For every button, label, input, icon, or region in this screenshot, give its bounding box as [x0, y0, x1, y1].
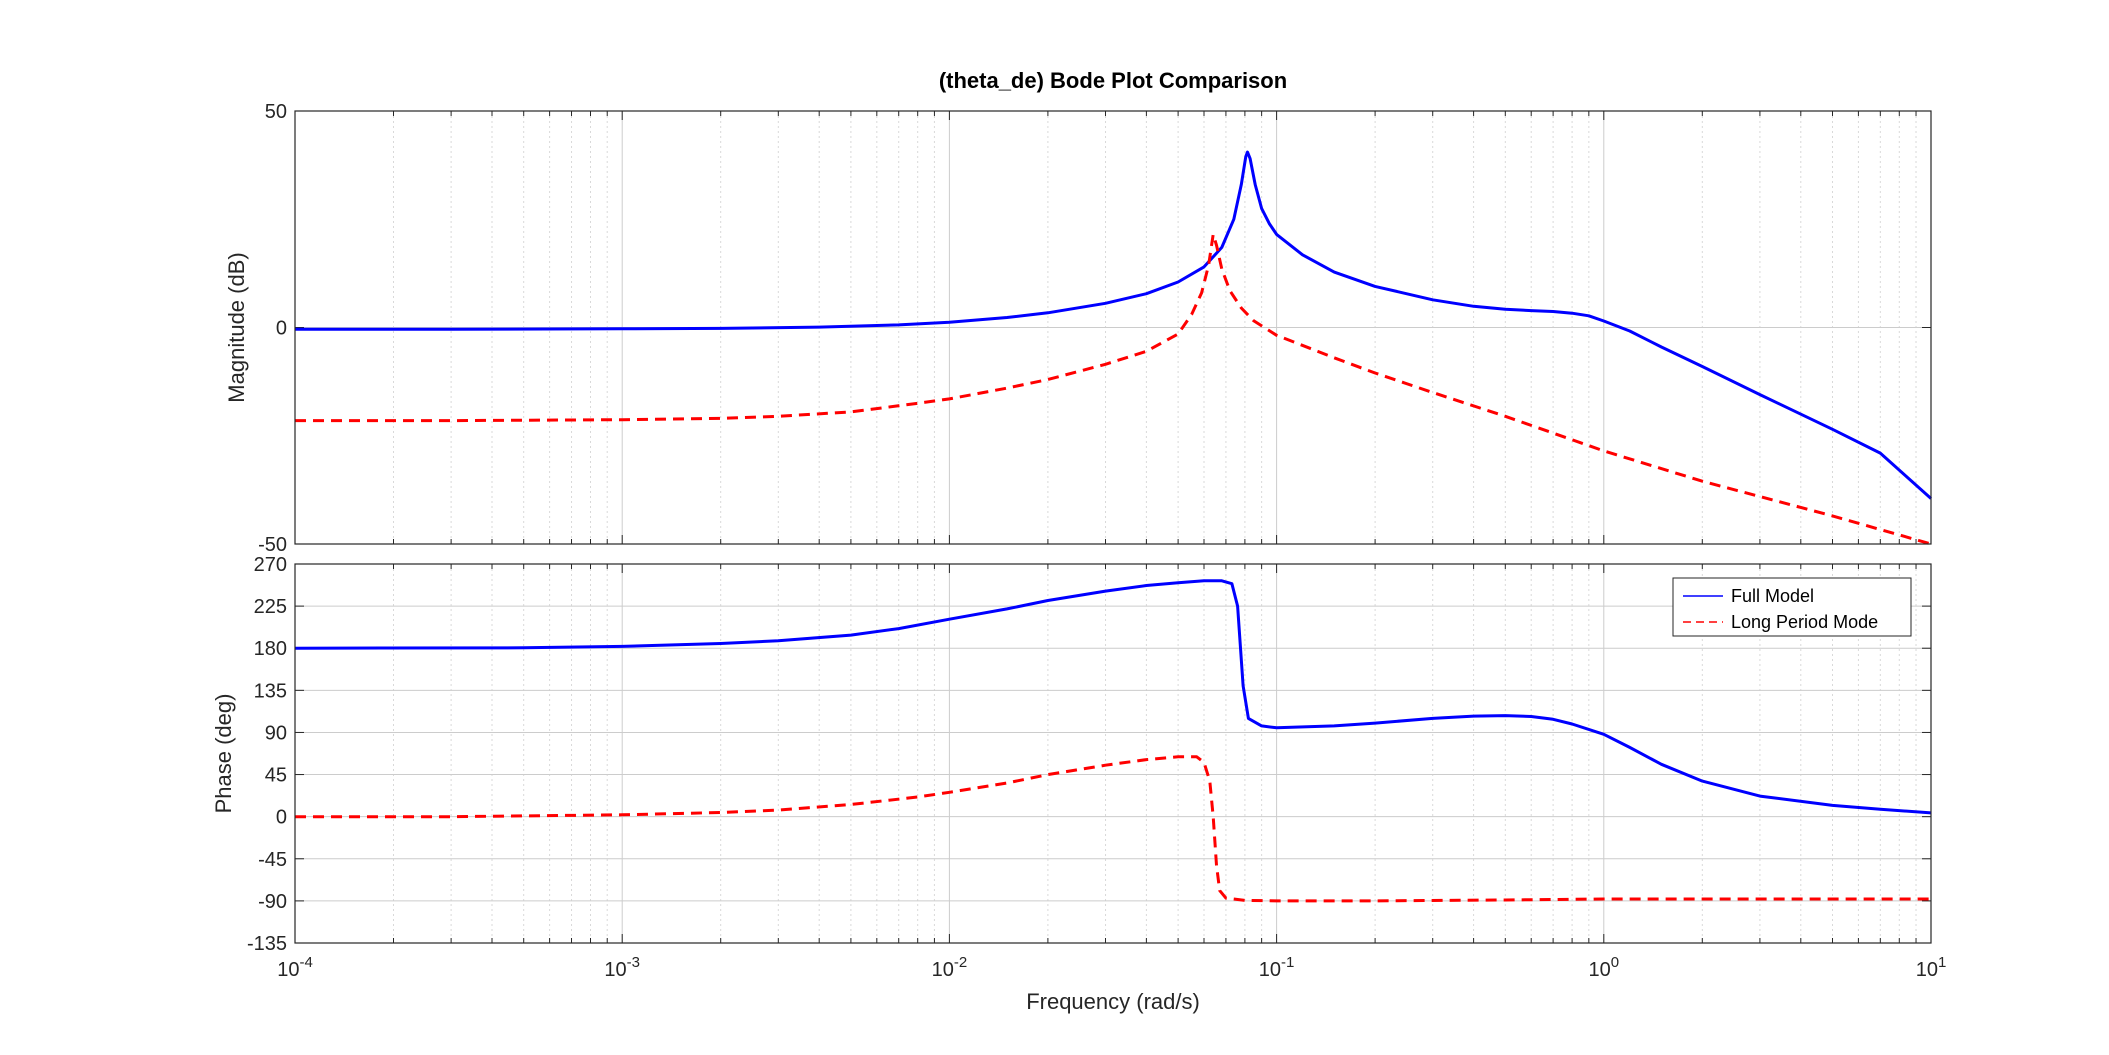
phase-y-tick-label: 270: [254, 554, 287, 576]
phase-y-tick-label: -90: [258, 891, 287, 913]
magnitude-series: [295, 150, 1933, 546]
phase-y-tick-label: -45: [258, 849, 287, 871]
magnitude-y-tick-label: 50: [265, 101, 287, 123]
legend-label-long-period-mode: Long Period Mode: [1731, 612, 1878, 632]
phase-series: [294, 579, 1932, 903]
phase-axes-box: [294, 563, 1932, 944]
x-tick-label: 10-3: [604, 954, 640, 981]
phase-series-long-period-mode: [295, 755, 1931, 903]
phase-y-tick-label: 180: [254, 638, 287, 660]
x-ticks: 10-4 10-3 10-2 10-1 100 101: [277, 954, 1946, 981]
legend-box: [1672, 577, 1912, 637]
magnitude-y-axis-label: Magnitude (dB): [224, 252, 249, 402]
phase-y-tick-label: 135: [254, 680, 287, 702]
magnitude-y-tick-label: -50: [258, 534, 287, 556]
magnitude-y-ticks: -50 0 50: [258, 101, 287, 556]
phase-y-axis-label: Phase (deg): [211, 694, 236, 814]
legend-label-full-model: Full Model: [1731, 586, 1814, 606]
phase-y-tick-label: 90: [265, 722, 287, 744]
legend: Full Model Long Period Mode: [1672, 577, 1912, 637]
chart-title: (theta_de) Bode Plot Comparison: [939, 68, 1287, 93]
x-axis-label: Frequency (rad/s): [1026, 989, 1200, 1014]
phase-plot-area: [295, 564, 1931, 943]
phase-y-tick-label: 45: [265, 765, 287, 787]
x-tick-label: 10-1: [1259, 954, 1295, 981]
phase-y-tick-label: -135: [247, 933, 287, 955]
magnitude-axes-box: [294, 110, 1932, 545]
phase-y-tick-label: 0: [276, 807, 287, 829]
x-tick-label: 10-2: [932, 954, 968, 981]
magnitude-series-full-model: [295, 150, 1933, 500]
phase-y-ticks: -135 -90 -45 0 45 90 135 180 225 270: [247, 554, 287, 955]
x-tick-label: 100: [1589, 954, 1620, 981]
phase-y-tick-label: 225: [254, 596, 287, 618]
magnitude-panel: -50 0 50 Magnitude (dB): [224, 101, 1933, 556]
magnitude-y-tick-label: 0: [276, 318, 287, 340]
x-tick-label: 101: [1916, 954, 1947, 981]
x-tick-label: 10-4: [277, 954, 313, 981]
phase-series-full-model: [294, 579, 1932, 815]
